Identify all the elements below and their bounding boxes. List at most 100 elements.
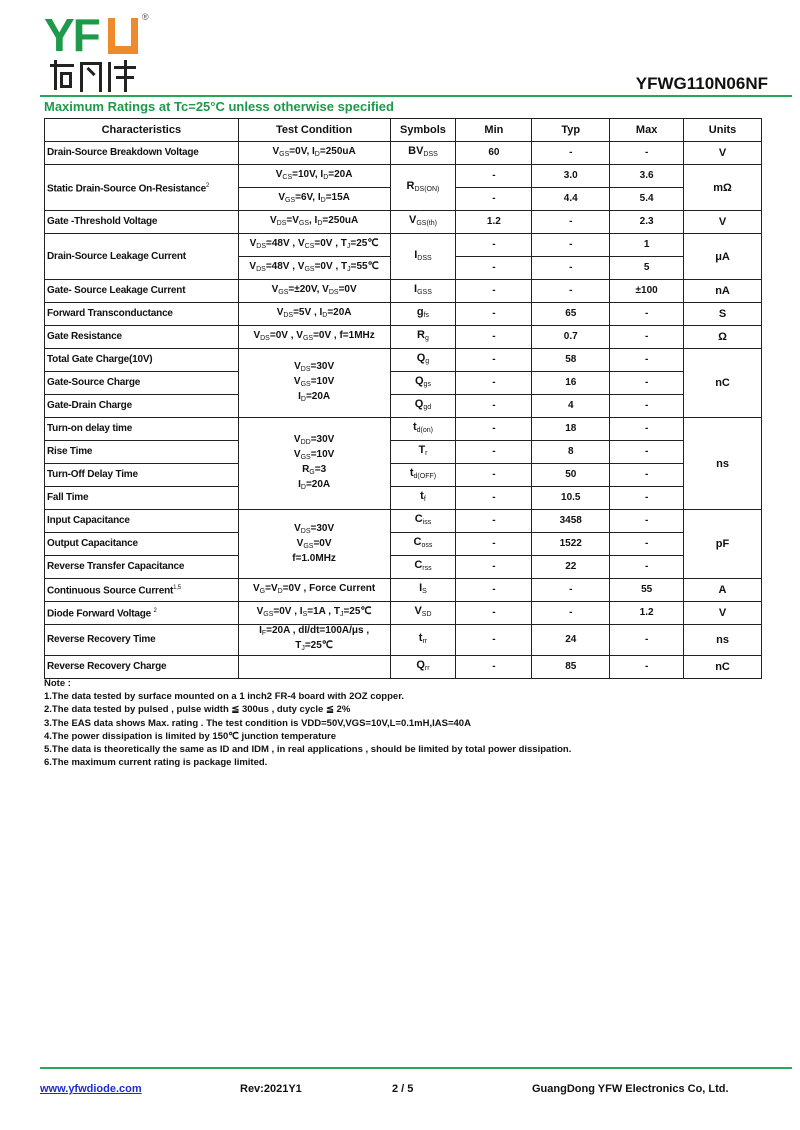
characteristic-cell: Reverse Recovery Charge bbox=[44, 655, 239, 679]
table-row: Gate Resistance VDS=0V , VGS=0V , f=1MHz R… bbox=[44, 325, 762, 349]
text-segment: =30V bbox=[310, 523, 335, 534]
condition-line: VGS=10V bbox=[241, 449, 388, 464]
subscript: g bbox=[425, 335, 429, 342]
text-segment: =25℃ bbox=[350, 237, 379, 249]
subscript: gd bbox=[423, 404, 432, 411]
characteristic: Turn-Off Delay Time bbox=[47, 469, 138, 480]
test-condition-cell: VGS=0V, ID=250uA bbox=[237, 141, 391, 165]
text-segment: =0V , T bbox=[314, 260, 348, 272]
symbol-cell: tf bbox=[389, 486, 457, 510]
text-segment: =10V, I bbox=[292, 168, 324, 180]
condition-line: VDS=48V , VCS=0V , TJ=25℃ bbox=[241, 238, 388, 253]
characteristic: Drain-Source Breakdown Voltage bbox=[47, 147, 199, 158]
min-cell: - bbox=[455, 302, 533, 326]
subscript: CS bbox=[304, 242, 315, 250]
text-segment: BV bbox=[408, 145, 424, 157]
max-cell: - bbox=[609, 348, 685, 372]
text-segment: V bbox=[253, 582, 260, 594]
text-segment: V bbox=[253, 329, 261, 341]
text-segment: V bbox=[256, 605, 264, 617]
test-condition-cell: IF=20A , dI/dt=100A/μs , TJ=25℃ bbox=[237, 624, 391, 656]
column-header: Test Condition bbox=[237, 118, 391, 142]
text-segment: =0V , f=1MHz bbox=[313, 329, 375, 341]
min-cell: - bbox=[455, 486, 533, 510]
condition-line: RG=3 bbox=[241, 464, 388, 479]
min-cell: - bbox=[455, 509, 533, 533]
characteristic: Reverse Recovery Charge bbox=[47, 661, 167, 672]
text-segment: =20A bbox=[305, 390, 331, 402]
text-segment: =250uA bbox=[319, 145, 356, 157]
characteristic-cell: Total Gate Charge(10V) bbox=[44, 348, 239, 372]
subscript: DS bbox=[283, 311, 294, 319]
symbol-cell: IS bbox=[389, 578, 457, 602]
characteristic-cell: Turn-on delay time bbox=[44, 417, 239, 441]
text-segment: Q bbox=[414, 398, 424, 410]
typ-cell: 58 bbox=[531, 348, 611, 372]
min-cell: - bbox=[455, 371, 533, 395]
unit-cell: ns bbox=[683, 417, 762, 510]
notes-title: Note : bbox=[44, 678, 71, 689]
text-segment: V bbox=[249, 260, 257, 272]
unit-cell: V bbox=[683, 141, 762, 165]
table-row: Total Gate Charge(10V) VDS=30V VGS=10V ID=2… bbox=[44, 348, 762, 418]
subscript: G bbox=[309, 468, 315, 476]
text-segment: V bbox=[294, 360, 301, 372]
typ-cell: 4 bbox=[531, 394, 611, 418]
condition-line: VGS=0V, ID=250uA bbox=[241, 146, 388, 161]
table-row: Turn-Off Delay Time td(OFF) -50- bbox=[44, 463, 762, 487]
table-row: Gate-Source Charge Qgs -16- bbox=[44, 371, 762, 395]
subscript: rss bbox=[422, 565, 432, 572]
text-segment: g bbox=[416, 306, 424, 318]
text-segment: Q bbox=[416, 352, 426, 364]
max-cell: - bbox=[609, 325, 685, 349]
subscript: GS bbox=[298, 219, 309, 227]
table-row: Output Capacitance Coss -1522- bbox=[44, 532, 762, 556]
symbol-cell: Crss bbox=[389, 555, 457, 579]
subscript: DS bbox=[300, 528, 311, 535]
website-link[interactable]: www.yfwdiode.com bbox=[40, 1083, 142, 1095]
max-cell: - bbox=[609, 532, 685, 556]
test-condition-cell: VDS=30V VGS=10V ID=20A bbox=[237, 348, 391, 418]
max-cell: 1 bbox=[609, 233, 685, 257]
text-segment: V bbox=[414, 605, 422, 617]
table-row: Rise Time Tr -8- bbox=[44, 440, 762, 464]
text-segment: =5V , I bbox=[293, 306, 323, 318]
company-name: GuangDong YFW Electronics Co, Ltd. bbox=[532, 1083, 729, 1095]
subscript: D bbox=[320, 196, 326, 204]
min-cell: - bbox=[455, 440, 533, 464]
subscript: GS bbox=[302, 334, 314, 342]
characteristic: Continuous Source Current bbox=[47, 585, 174, 597]
max-cell: 2.3 bbox=[609, 210, 685, 234]
text-segment: =0V , I bbox=[273, 605, 303, 617]
subscript: GS bbox=[304, 265, 315, 273]
text-segment: =0V, I bbox=[289, 145, 315, 157]
text-segment: =15A bbox=[325, 191, 350, 203]
text-segment: I bbox=[298, 478, 301, 490]
subscript: DS(ON) bbox=[414, 185, 440, 193]
column-header: Units bbox=[683, 118, 762, 142]
max-cell: - bbox=[609, 440, 685, 464]
part-number: YFWG110N06NF bbox=[635, 74, 768, 93]
condition-line: VDS=30V bbox=[241, 523, 388, 538]
text-segment: =±20V, V bbox=[288, 283, 329, 295]
text-segment: =0V , T bbox=[314, 237, 347, 249]
symbol-cell: trr bbox=[389, 624, 457, 656]
page-number: 2 / 5 bbox=[392, 1083, 414, 1095]
condition-line: ID=20A bbox=[241, 479, 388, 494]
logo-chinese-lettering bbox=[46, 58, 138, 96]
characteristic-cell: Drain-Source Leakage Current bbox=[44, 233, 239, 280]
table-row: Diode Forward Voltage 2 VGS=0V , IS=1A , … bbox=[44, 601, 762, 625]
characteristic-cell: Reverse Transfer Capacitance bbox=[44, 555, 239, 579]
table-row: VDS=48V , VGS=0V , TJ=55℃ - -5 bbox=[45, 256, 762, 280]
unit-cell: A bbox=[683, 578, 762, 602]
subscript: DSS bbox=[423, 151, 438, 158]
text-segment: f=1.0MHz bbox=[292, 553, 336, 564]
subscript: r bbox=[425, 450, 428, 457]
test-condition-cell: VDS=5V , ID=20A bbox=[237, 302, 391, 326]
text-segment: V bbox=[293, 433, 301, 445]
subscript: fs bbox=[423, 312, 430, 319]
test-condition-cell: VDS=48V , VCS=0V , TJ=25℃ bbox=[237, 233, 391, 257]
typ-cell: - bbox=[531, 210, 611, 234]
min-cell: - bbox=[455, 256, 533, 280]
symbol-cell: Qgs bbox=[389, 371, 457, 395]
